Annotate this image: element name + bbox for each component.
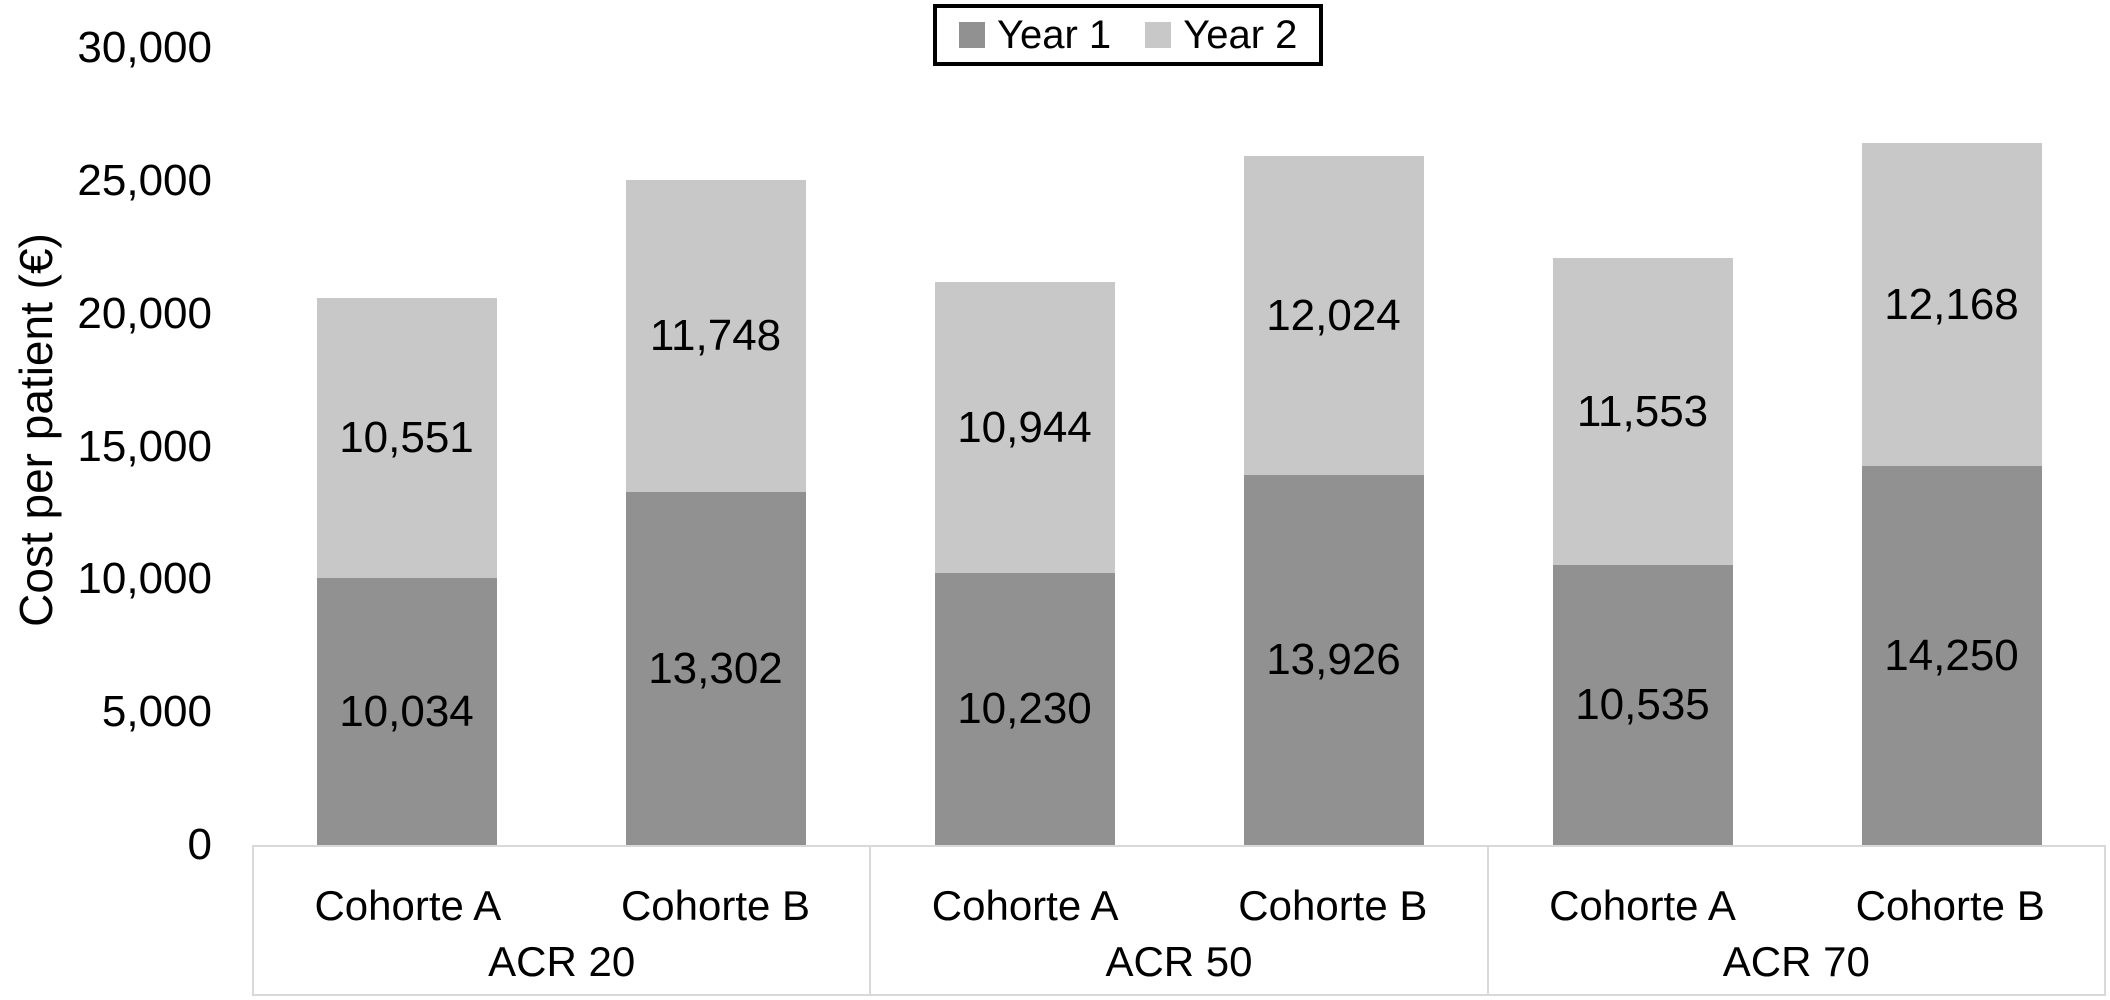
bar-acr70-cohorte-b: 12,168 14,250 — [1861, 143, 2042, 845]
cohorte-label: Cohorte A — [314, 882, 502, 929]
y-tick-label: 5,000 — [101, 687, 212, 737]
bar-segment-year2: 12,024 — [1243, 156, 1424, 475]
x-axis-group-cell: Cohorte A Cohorte B ACR 20 — [254, 847, 872, 994]
bar-acr20-cohorte-a: 10,551 10,034 — [316, 298, 497, 845]
segment-value-label: 11,553 — [1576, 386, 1709, 436]
x-axis-group-cell: Cohorte A Cohorte B ACR 50 — [871, 847, 1489, 994]
year2-swatch-icon — [1145, 22, 1172, 48]
bar-acr50-cohorte-b: 12,024 13,926 — [1243, 156, 1424, 845]
bar-acr50-cohorte-a: 10,944 10,230 — [934, 282, 1115, 845]
legend-label-year1: Year 1 — [997, 13, 1112, 57]
acr-group-label: ACR 70 — [1722, 937, 1870, 985]
y-tick-label: 30,000 — [77, 23, 212, 72]
x-axis-label-table: Cohorte A Cohorte B ACR 20 Cohorte A Cohorte… — [252, 845, 2106, 996]
segment-value-label: 13,302 — [648, 643, 783, 693]
bar-acr20-cohorte-b: 11,748 13,302 — [625, 180, 806, 845]
segment-value-label: 10,034 — [339, 686, 474, 736]
x-axis-group-cell: Cohorte A Cohorte B ACR 70 — [1489, 847, 2104, 994]
bar-segment-year1: 10,034 — [316, 578, 497, 845]
bar-segment-year1: 14,250 — [1861, 466, 2042, 845]
bar-acr70-cohorte-a: 11,553 10,535 — [1552, 258, 1733, 845]
bar-segment-year2: 11,748 — [625, 180, 806, 492]
legend: Year 1 Year 2 — [933, 4, 1324, 66]
y-tick-label: 20,000 — [77, 288, 212, 338]
cohorte-label-row: Cohorte A Cohorte B — [1489, 847, 2104, 929]
segment-value-label: 10,551 — [339, 413, 474, 462]
segment-value-label: 12,024 — [1266, 290, 1401, 340]
segment-value-label: 13,926 — [1266, 635, 1401, 684]
cohorte-label: Cohorte B — [1238, 882, 1428, 929]
bar-segment-year2: 10,551 — [316, 298, 497, 578]
segment-value-label: 12,168 — [1884, 279, 2019, 329]
segment-value-label: 10,535 — [1575, 680, 1710, 729]
bar-segment-year2: 11,553 — [1552, 258, 1733, 565]
y-tick-label: 0 — [187, 820, 212, 869]
cohorte-label: Cohorte A — [1549, 882, 1736, 929]
cohorte-label: Cohorte B — [620, 882, 811, 929]
segment-value-label: 10,230 — [957, 684, 1092, 733]
segment-value-label: 14,250 — [1884, 630, 2019, 680]
bar-segment-year1: 13,302 — [625, 492, 806, 845]
cohorte-label-row: Cohorte A Cohorte B — [254, 847, 869, 929]
bar-segment-year1: 13,926 — [1243, 475, 1424, 845]
cohorte-label: Cohorte A — [931, 882, 1119, 929]
year1-swatch-icon — [959, 22, 985, 48]
bar-segment-year2: 10,944 — [934, 282, 1115, 573]
bar-segment-year1: 10,535 — [1552, 565, 1733, 845]
segment-value-label: 11,748 — [649, 311, 782, 360]
segment-value-label: 10,944 — [957, 402, 1092, 452]
legend-item-year2: Year 2 — [1145, 15, 1297, 55]
bar-segment-year1: 10,230 — [934, 573, 1115, 845]
y-tick-label: 10,000 — [77, 554, 212, 604]
legend-label-year2: Year 2 — [1183, 13, 1298, 57]
cohorte-label-row: Cohorte A Cohorte B — [871, 847, 1486, 929]
acr-group-label: ACR 20 — [488, 937, 636, 985]
acr-group-label: ACR 50 — [1105, 937, 1253, 985]
y-tick-label: 15,000 — [77, 421, 212, 471]
cohorte-label: Cohorte B — [1855, 882, 2045, 929]
y-tick-label: 25,000 — [77, 155, 212, 205]
legend-item-year1: Year 1 — [959, 15, 1111, 55]
bar-segment-year2: 12,168 — [1861, 143, 2042, 466]
